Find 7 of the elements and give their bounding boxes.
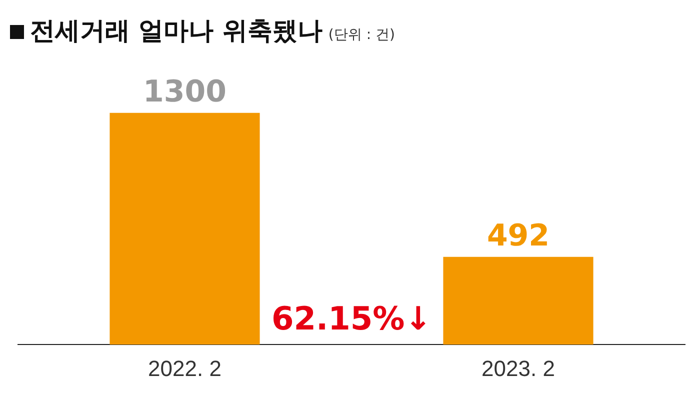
annotation: 62.15%↓ — [271, 300, 432, 338]
data-label: 1300 — [143, 74, 226, 110]
chart-title: 전세거래 얼마나 위축됐나 — [30, 15, 322, 47]
data-label: 492 — [486, 218, 550, 254]
chart-subtitle: (단위 : 건) — [328, 26, 395, 44]
x-tick-label: 2022. 2 — [148, 356, 222, 381]
x-tick-label: 2023. 2 — [482, 356, 555, 381]
